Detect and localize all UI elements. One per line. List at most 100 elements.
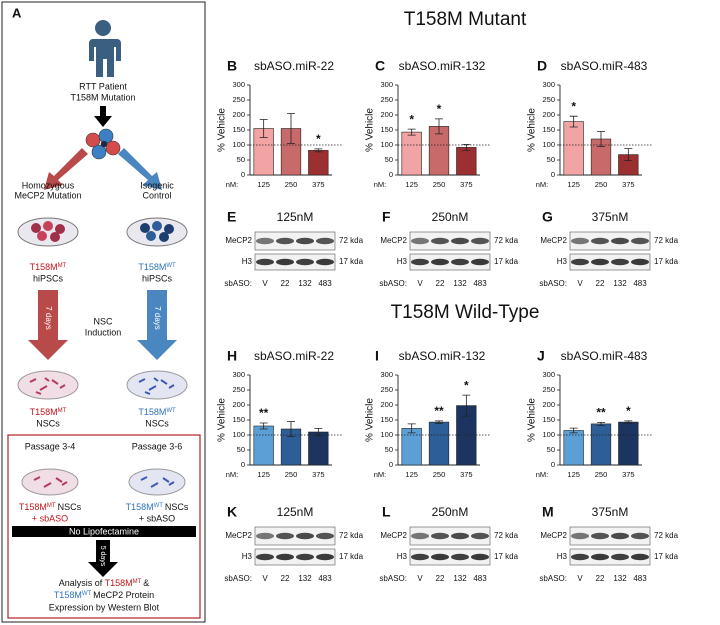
size-label: 17 kda (494, 552, 519, 561)
error-bar (462, 394, 471, 417)
chart-title: sbASO.miR-22 (254, 59, 334, 73)
y-tick-label: 250 (542, 95, 555, 104)
step-label: NSC (93, 316, 113, 326)
dish (21, 468, 79, 496)
row-label: H3 (242, 552, 253, 561)
blot-title: 125nM (277, 505, 314, 519)
section-title: T158M Wild-Type (391, 302, 540, 323)
bar (401, 428, 422, 466)
bar-label: No Lipofectamine (69, 526, 139, 536)
arrow-label: 7 days (44, 306, 53, 330)
x-tick-label: 125 (405, 470, 418, 479)
blot-title: 125nM (277, 210, 314, 224)
blot-frame (409, 548, 491, 566)
dish (126, 370, 188, 400)
x-prefix: nM: (226, 180, 239, 189)
blot-band (571, 553, 589, 561)
blot-frame (409, 231, 491, 251)
panel-letter: B (227, 58, 237, 74)
error-bar (462, 144, 471, 151)
x-tick-label: 375 (460, 180, 473, 189)
analysis: T158MWT MeCP2 Protein (54, 590, 154, 600)
lane-label: 483 (318, 279, 332, 288)
row-label: H3 (397, 257, 408, 266)
y-tick-label: 250 (542, 385, 555, 394)
y-tick-label: 0 (241, 460, 245, 469)
row-label: H3 (557, 257, 568, 266)
lane-label: 132 (613, 574, 627, 583)
lane-prefix: sbASO: (539, 279, 567, 288)
blot-band (431, 532, 449, 540)
panel-letter: F (382, 209, 391, 225)
chart-title: sbASO.miR-483 (561, 349, 648, 363)
bar (428, 421, 450, 466)
panel-letter: K (227, 504, 237, 520)
y-axis-label: % Vehicle (527, 398, 538, 442)
chart-title: sbASO.miR-132 (399, 349, 486, 363)
chart-title: sbASO.miR-132 (399, 59, 486, 73)
lane-label: 132 (298, 574, 312, 583)
lane-label: 483 (473, 279, 487, 288)
size-label: 72 kda (654, 531, 679, 540)
y-tick-label: 50 (237, 155, 245, 164)
arrow (137, 290, 177, 360)
row-label: H3 (242, 257, 253, 266)
y-tick-label: 150 (380, 125, 393, 134)
blot-band (631, 258, 649, 266)
blot-band (316, 237, 334, 245)
lane-label: 22 (436, 574, 445, 583)
chart-title: sbASO.miR-483 (561, 59, 648, 73)
blot-band (256, 237, 274, 245)
error-bar (435, 118, 443, 135)
lane-prefix: sbASO: (539, 574, 567, 583)
y-tick-label: 250 (232, 385, 245, 394)
error-bar (569, 427, 578, 434)
error-bar (314, 148, 323, 153)
cell-line: hiPSCs (142, 273, 173, 283)
blot-band (316, 258, 334, 266)
passage: Passage 3-4 (25, 441, 76, 451)
y-tick-label: 150 (542, 415, 555, 424)
x-tick-label: 250 (433, 180, 446, 189)
blot-band (611, 553, 629, 561)
y-axis-label: % Vehicle (217, 398, 228, 442)
y-tick-label: 100 (542, 140, 555, 149)
blot-band (591, 237, 609, 245)
size-label: 72 kda (654, 236, 679, 245)
row-label: MeCP2 (225, 236, 252, 245)
blot-band (451, 553, 469, 561)
y-tick-label: 200 (232, 110, 245, 119)
chart-title: sbASO.miR-22 (254, 349, 334, 363)
significance: ** (434, 404, 444, 418)
lane-label: V (262, 574, 268, 583)
y-tick-label: 200 (380, 110, 393, 119)
lane-prefix: sbASO: (379, 279, 407, 288)
blot-frame (569, 526, 651, 546)
blot-band (316, 553, 334, 561)
blot-band (256, 258, 274, 266)
blot-frame (254, 526, 336, 546)
panel-letter: C (375, 58, 385, 74)
blot-band (631, 553, 649, 561)
arrow (28, 290, 68, 360)
size-label: 17 kda (339, 552, 364, 561)
y-tick-label: 300 (542, 370, 555, 379)
size-label: 72 kda (494, 531, 519, 540)
step-label: Induction (85, 327, 122, 337)
y-tick-label: 150 (380, 415, 393, 424)
dish (126, 217, 188, 247)
error-bar (569, 115, 578, 128)
blot-band (411, 553, 429, 561)
error-bar (624, 148, 633, 161)
blot-band (571, 237, 589, 245)
y-tick-label: 250 (380, 95, 393, 104)
row-label: H3 (397, 552, 408, 561)
blot-band (296, 237, 314, 245)
x-tick-label: 125 (257, 470, 270, 479)
blot-band (471, 553, 489, 561)
y-tick-label: 50 (547, 155, 555, 164)
y-tick-label: 100 (232, 140, 245, 149)
blot-band (591, 532, 609, 540)
y-axis-label: % Vehicle (365, 398, 376, 442)
